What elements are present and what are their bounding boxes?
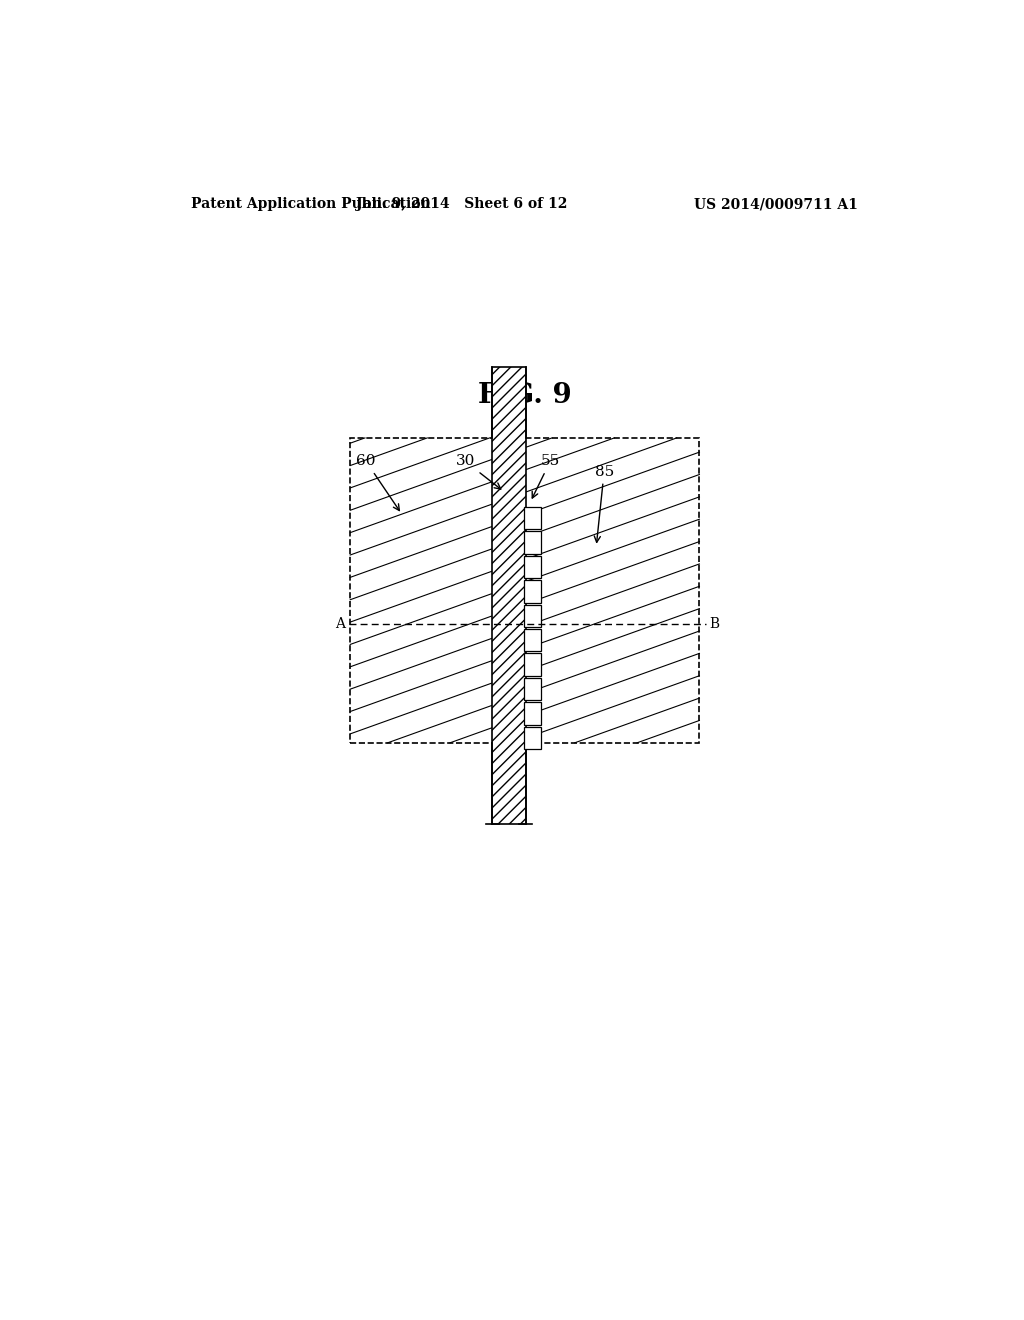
Text: Jan. 9, 2014   Sheet 6 of 12: Jan. 9, 2014 Sheet 6 of 12: [355, 197, 567, 211]
Bar: [350, 438, 699, 743]
Text: 30: 30: [456, 454, 501, 490]
Text: B: B: [709, 616, 719, 631]
Text: Patent Application Publication: Patent Application Publication: [191, 197, 431, 211]
Bar: [524, 630, 542, 651]
Bar: [524, 507, 542, 529]
Text: US 2014/0009711 A1: US 2014/0009711 A1: [694, 197, 858, 211]
Bar: [524, 726, 542, 748]
Bar: [524, 702, 542, 725]
Bar: [524, 532, 542, 554]
Bar: [524, 605, 542, 627]
Bar: [524, 581, 542, 602]
Bar: [524, 653, 542, 676]
Bar: [493, 367, 525, 824]
Text: FIG. 9: FIG. 9: [478, 381, 571, 409]
Bar: [524, 556, 542, 578]
Text: 60: 60: [356, 454, 399, 511]
Bar: [524, 677, 542, 700]
Text: 55: 55: [532, 454, 560, 498]
Text: 85: 85: [594, 465, 613, 543]
Text: A: A: [336, 616, 345, 631]
